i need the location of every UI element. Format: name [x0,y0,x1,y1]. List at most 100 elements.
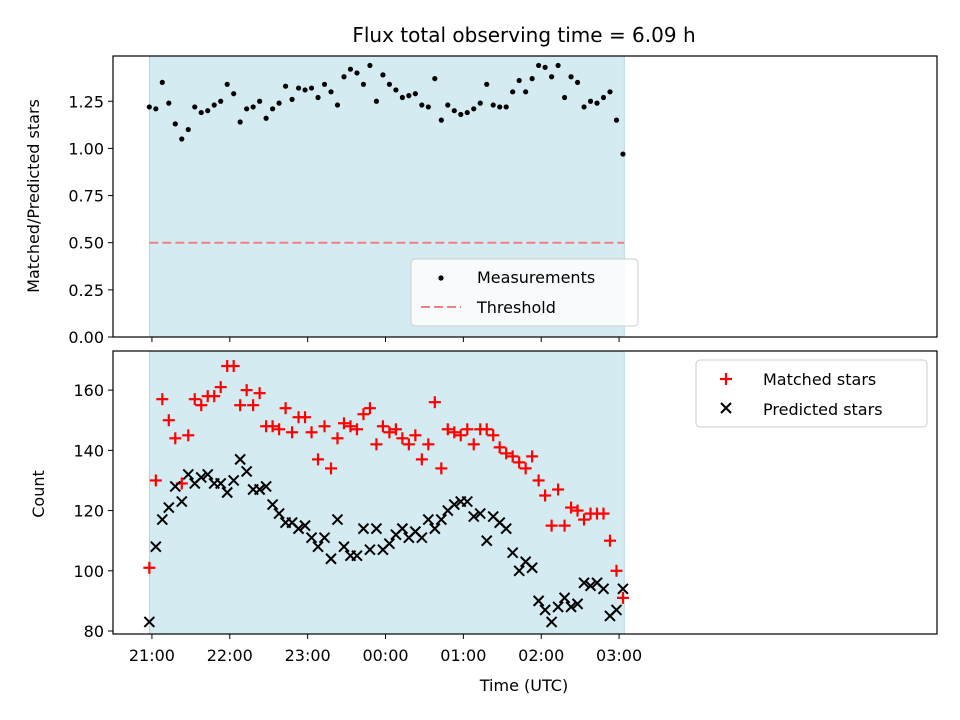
matched-star-point [318,420,331,433]
measurement-point [445,102,451,108]
measurement-point [620,151,626,157]
predicted-star-point [260,480,272,493]
matched-star-point [149,474,162,487]
predicted-star-point [558,592,571,604]
predicted-star-point [325,553,337,565]
matched-star-point [454,429,467,442]
measurement-point [334,102,341,108]
measurement-point [211,102,217,108]
matched-star-point [428,396,441,409]
predicted-star-point [253,483,266,496]
bottom-x-tick-label: 03:00 [596,646,642,665]
predicted-star-point [474,507,486,520]
bottom-y-axis: 80 100 120 140 160 [73,381,113,641]
predicted-star-point [169,480,181,493]
matched-star-point [610,564,623,577]
matched-star-point [467,438,480,451]
predicted-star-point [357,522,370,535]
top-y-axis-label: Matched/Predicted stars [24,99,43,293]
predicted-star-point [500,522,512,535]
legend-threshold-label: Threshold [476,298,556,317]
measurement-point [399,94,405,101]
matched-star-point [513,456,526,469]
predicted-star-point [292,522,305,535]
matched-star-point [461,423,474,436]
predicted-star-point [435,513,448,526]
measurement-point [574,79,581,86]
measurement-point [451,108,457,114]
bottom-x-axis-label: Time (UTC) [479,676,568,695]
measurement-point [600,94,607,101]
matched-star-point [545,519,558,532]
predicted-star-point [539,604,551,616]
measurement-point [549,74,555,80]
matched-star-point [286,426,299,439]
predicted-star-point [578,577,590,589]
matched-star-point [299,411,312,424]
matched-star-point [480,423,493,436]
measurement-point [250,104,256,110]
predicted-star-point [312,540,324,553]
legend-predicted-marker [720,402,732,414]
bottom-panel: 80 100 120 140 160 21:00 22:00 23:00 00:00 01:00… [29,350,938,695]
measurement-point [308,85,315,91]
matched-star-point [182,429,195,442]
predicted-star-point [448,498,460,511]
predicted-star-point [532,595,545,607]
predicted-star-point [513,565,525,577]
predicted-star-point [299,519,311,532]
bottom-y-tick-label: 120 [73,502,104,521]
measurement-point [458,111,464,118]
matched-star-point [409,429,422,442]
matched-stars-series [143,360,629,604]
matched-star-point [616,591,629,604]
bottom-x-tick-label: 22:00 [207,646,253,665]
measurement-point [289,96,295,102]
matched-star-point [350,423,363,436]
matched-star-point [532,474,545,487]
predicted-star-point [617,583,629,595]
matched-star-point [312,453,325,466]
predicted-star-point [565,601,577,613]
measurement-point [218,98,224,104]
predicted-star-point [481,534,493,547]
measurement-point [464,109,470,116]
measurement-point [341,74,347,80]
top-y-tick-label: 0.25 [68,281,104,300]
top-legend-box [410,258,639,327]
matched-star-point [273,423,286,436]
measurement-point [302,87,308,93]
measurement-point [432,76,438,82]
measurement-point [613,117,620,123]
measurement-point [282,83,289,89]
measurement-point [367,62,373,69]
matched-star-point [234,399,247,412]
measurement-point [568,74,574,80]
predicted-star-point [273,507,285,520]
predicted-stars-series [143,453,629,628]
top-y-axis: 0.00 0.25 0.50 0.75 1.00 1.25 [68,92,113,347]
measurement-point [270,106,276,112]
matched-star-point [565,501,578,514]
matched-star-point [597,507,610,520]
bottom-y-axis-label: Count [29,470,48,518]
predicted-star-point [383,537,396,550]
measurement-point [373,98,380,104]
matched-star-point [552,483,565,496]
predicted-star-point [240,465,253,478]
top-y-tick-label: 0.00 [68,328,104,347]
predicted-star-point [227,474,240,487]
bottom-x-axis: 21:00 22:00 23:00 00:00 01:00 02:00 03:00 [129,634,642,665]
measurement-point [536,62,542,69]
matched-star-point [195,399,208,412]
measurement-point [315,94,321,101]
matched-star-point [487,429,500,442]
matched-star-point [402,438,415,451]
matched-star-point [279,402,292,415]
measurement-point [587,98,594,104]
measurement-point [185,126,191,133]
bottom-legend-box [695,359,928,428]
legend-matched-marker [720,373,732,385]
top-y-tick-label: 0.50 [68,234,104,253]
matched-star-point [331,432,344,445]
